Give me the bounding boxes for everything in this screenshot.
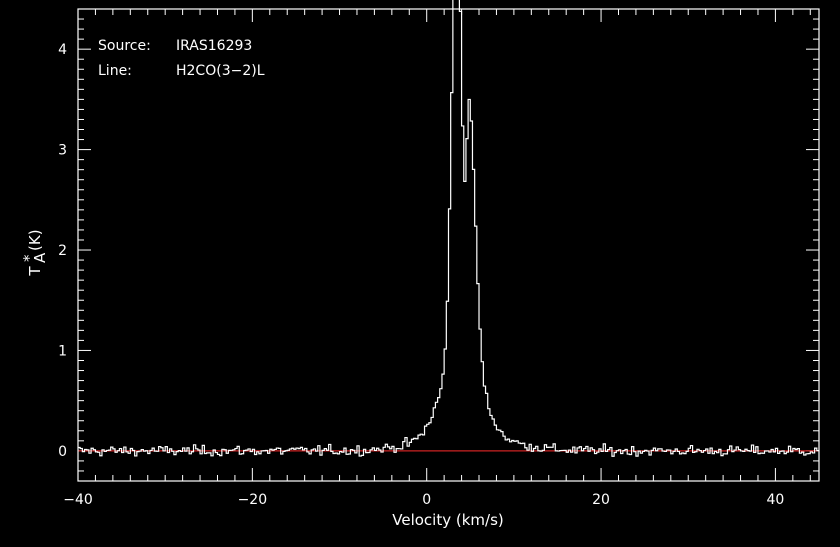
- x-axis-title: Velocity (km/s): [392, 511, 503, 529]
- source-value: IRAS16293: [176, 38, 252, 54]
- y-axis-title-superscript: *: [20, 254, 38, 262]
- x-tick-label: 40: [766, 492, 784, 508]
- line-value: H2CO(3−2)L: [176, 63, 265, 79]
- source-label: Source:: [98, 38, 151, 54]
- y-axis-title-unit: (K): [26, 229, 44, 251]
- y-axis-title: T * A (K): [20, 229, 49, 276]
- y-axis-title-symbol: T: [26, 266, 44, 277]
- tick-label-group: −40 −20 0 20 40 0 1 2 3 4: [58, 42, 784, 508]
- plot-frame: [77, 8, 820, 482]
- y-tick-label: 2: [58, 243, 67, 259]
- y-tick-label: 1: [58, 343, 67, 359]
- x-tick-label: 20: [592, 492, 610, 508]
- y-tick-label: 3: [58, 143, 67, 159]
- x-tick-label: 0: [422, 492, 431, 508]
- spectrum-series-line: [78, 0, 819, 457]
- y-axis-title-subscript: A: [31, 252, 49, 263]
- x-tick-label: −40: [63, 492, 93, 508]
- tick-group: [77, 8, 819, 481]
- x-tick-label: −20: [238, 492, 268, 508]
- y-tick-label: 4: [58, 42, 67, 58]
- line-label: Line:: [98, 63, 132, 79]
- y-tick-label: 0: [58, 444, 67, 460]
